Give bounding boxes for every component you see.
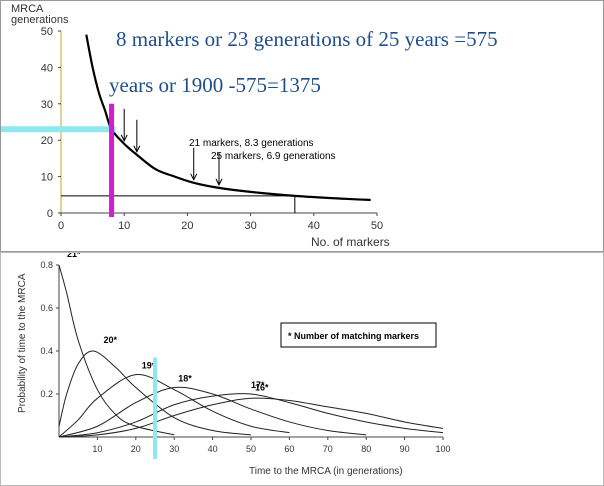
chart2-series-label-5: 16*: [255, 382, 269, 392]
chart2-legend-box: * Number of matching markers: [280, 322, 437, 348]
chart2-xtick-label-9: 100: [435, 444, 450, 454]
chart2-xtick-label-0: 10: [92, 444, 102, 454]
chart1-xtick-label-2: 20: [181, 220, 193, 232]
chart2-series-label-2: 19*: [142, 361, 156, 371]
chart2-series-line-5: [58, 397, 444, 438]
chart2-series-line-3: [58, 386, 367, 438]
chart1-arrowhead-1: [133, 145, 141, 153]
chart1-ytick-label-0: 0: [47, 208, 53, 220]
chart2-xtick-label-6: 70: [323, 444, 333, 454]
chart1-arrowhead-3: [215, 178, 223, 187]
chart1-label-21-markers: 21 markers, 8.3 generations: [189, 138, 314, 149]
chart2-series-line-0: [58, 264, 175, 436]
chart1-arrowhead-2: [190, 173, 198, 181]
chart1-xtick-label-3: 30: [244, 220, 256, 232]
chart1-annotation-line2: years or 1900 -575=1375: [109, 73, 321, 97]
chart2-series-line-4: [58, 393, 444, 438]
chart1-xtick-label-1: 10: [118, 220, 130, 232]
chart2-series-label-4: 17*: [251, 380, 265, 390]
mrca-generations-chart: MRCA generations No. of markers 8 marker…: [1, 3, 498, 249]
chart2-ytick-label-2: 0.6: [40, 303, 53, 313]
mrca-probability-panel: Probability of time to the MRCA Time to …: [0, 252, 604, 486]
chart2-xtick-label-1: 20: [131, 444, 141, 454]
chart1-ylabel-line2: generations: [11, 14, 69, 26]
chart1-xtick-label-5: 50: [371, 220, 383, 232]
chart2-xtick-label-8: 90: [400, 444, 410, 454]
chart2-series-label-1: 20*: [104, 335, 118, 345]
chart1-xtick-label-4: 40: [308, 220, 320, 232]
chart2-xtick-label-3: 40: [208, 444, 218, 454]
chart1-ytick-label-2: 20: [41, 135, 53, 147]
chart2-xlabel: Time to the MRCA (in generations): [249, 466, 403, 477]
chart1-ytick-label-3: 30: [41, 99, 53, 111]
chart1-series-line: [85, 34, 371, 201]
chart2-ytick-label-3: 0.8: [40, 260, 53, 270]
chart1-arrowhead-0: [120, 134, 128, 142]
chart2-ytick-label-0: 0.2: [40, 389, 53, 399]
chart1-xlabel: No. of markers: [311, 235, 390, 249]
chart1-ytick-label-1: 10: [41, 172, 53, 184]
chart2-xtick-label-7: 80: [361, 444, 371, 454]
chart1-xtick-label-0: 0: [58, 220, 64, 232]
mrca-probability-chart: Probability of time to the MRCA Time to …: [17, 253, 451, 477]
chart1-ylabel-line1: MRCA: [11, 3, 44, 15]
chart1-ytick-label-5: 50: [41, 26, 53, 38]
chart1-label-25-markers: 25 markers, 6.9 generations: [211, 151, 336, 162]
chart2-xtick-label-5: 60: [284, 444, 294, 454]
mrca-generations-panel: MRCA generations No. of markers 8 marker…: [0, 0, 604, 252]
chart1-annotation-line1: 8 markers or 23 generations of 25 years …: [116, 27, 498, 51]
chart2-ytick-label-1: 0.4: [40, 346, 53, 356]
chart1-ytick-label-4: 40: [41, 62, 53, 74]
chart2-ylabel: Probability of time to the MRCA: [17, 273, 28, 413]
chart2-xtick-label-2: 30: [169, 444, 179, 454]
chart2-series-label-3: 18*: [178, 374, 192, 384]
chart2-legend-text: * Number of matching markers: [288, 331, 419, 341]
chart2-xtick-label-4: 50: [246, 444, 256, 454]
chart2-series-line-1: [58, 350, 252, 436]
chart2-series-label-0: 21*: [67, 253, 81, 259]
